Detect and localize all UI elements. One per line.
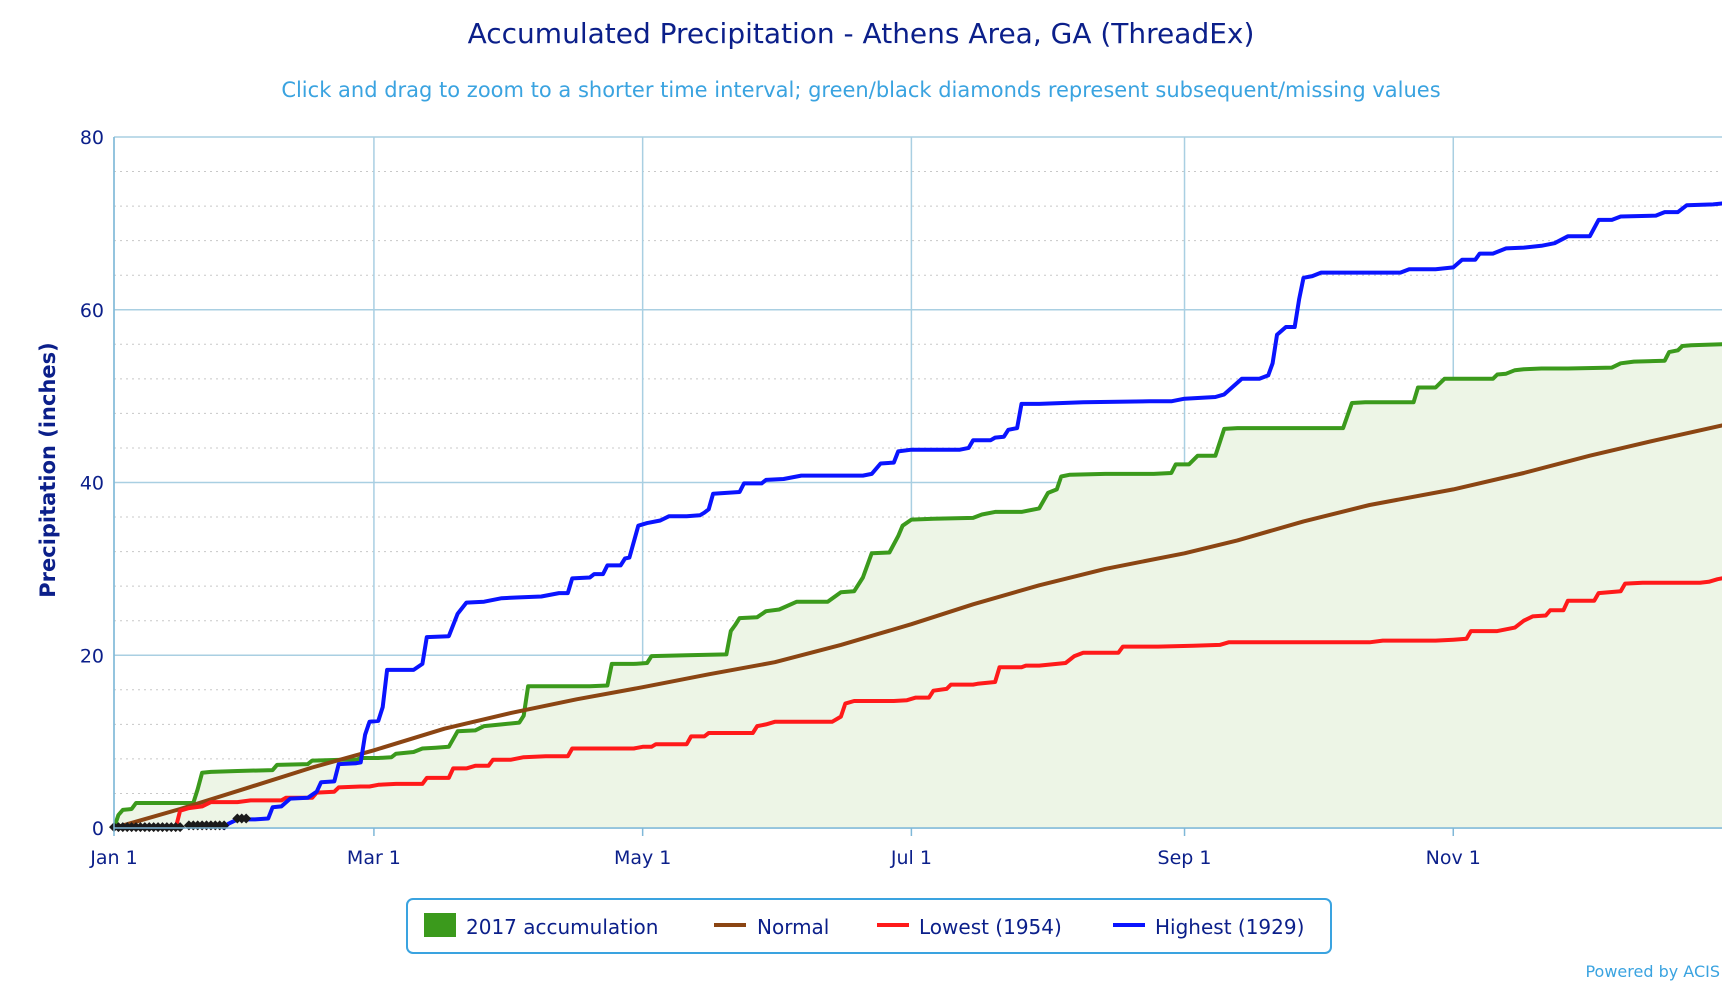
series-line-2017-accumulation — [112, 342, 1722, 830]
legend-label-lowest: Lowest (1954) — [919, 915, 1062, 939]
chart-title: Accumulated Precipitation - Athens Area,… — [468, 17, 1255, 50]
x-tick-label: Nov 1 — [1426, 847, 1481, 869]
chart-subtitle: Click and drag to zoom to a shorter time… — [281, 78, 1440, 102]
legend-item-2017-accumulation[interactable]: 2017 accumulation — [424, 913, 658, 939]
legend-label-2017: 2017 accumulation — [466, 915, 658, 939]
series-line-highest-1929 — [222, 201, 1722, 830]
tick-labels: 0 20 40 60 80 Jan 1 Mar 1 May 1 Jul 1 Sep 1 Nov 1 — [80, 127, 1481, 869]
legend-label-normal: Normal — [757, 915, 829, 939]
powered-by-credit[interactable]: Powered by ACIS — [1585, 962, 1720, 981]
legend-swatch-2017 — [424, 913, 456, 937]
y-tick-label: 60 — [80, 300, 104, 322]
y-tick-label: 40 — [80, 473, 104, 495]
x-tick-label: Mar 1 — [347, 847, 401, 869]
series-line-lowest-1954 — [173, 576, 1722, 830]
legend-box — [406, 898, 1332, 954]
x-tick-label: Jan 1 — [89, 847, 137, 869]
series-area-2017-accumulation — [114, 344, 1722, 828]
y-tick-label: 0 — [92, 818, 104, 840]
legend[interactable]: 2017 accumulation Normal Lowest (1954) H… — [406, 898, 1332, 954]
series-line-normal — [112, 423, 1722, 830]
x-tick-label: May 1 — [614, 847, 671, 869]
x-tick-label: Jul 1 — [890, 847, 932, 869]
x-tick-label: Sep 1 — [1158, 847, 1212, 869]
series-layer — [112, 201, 1722, 830]
axes — [113, 137, 1722, 836]
plot-area[interactable]: 0 20 40 60 80 Jan 1 Mar 1 May 1 Jul 1 Sep 1 Nov 1 — [80, 127, 1722, 869]
missing-value-diamond — [241, 813, 252, 824]
y-tick-label: 80 — [80, 127, 104, 149]
legend-label-highest: Highest (1929) — [1155, 915, 1304, 939]
missing-value-markers — [109, 813, 252, 833]
y-axis-label: Precipitation (inches) — [36, 342, 60, 598]
legend-item-normal[interactable]: Normal — [714, 915, 829, 939]
legend-item-highest[interactable]: Highest (1929) — [1113, 915, 1304, 939]
y-tick-label: 20 — [80, 645, 104, 667]
legend-item-lowest[interactable]: Lowest (1954) — [877, 915, 1062, 939]
missing-value-diamond — [175, 822, 186, 833]
